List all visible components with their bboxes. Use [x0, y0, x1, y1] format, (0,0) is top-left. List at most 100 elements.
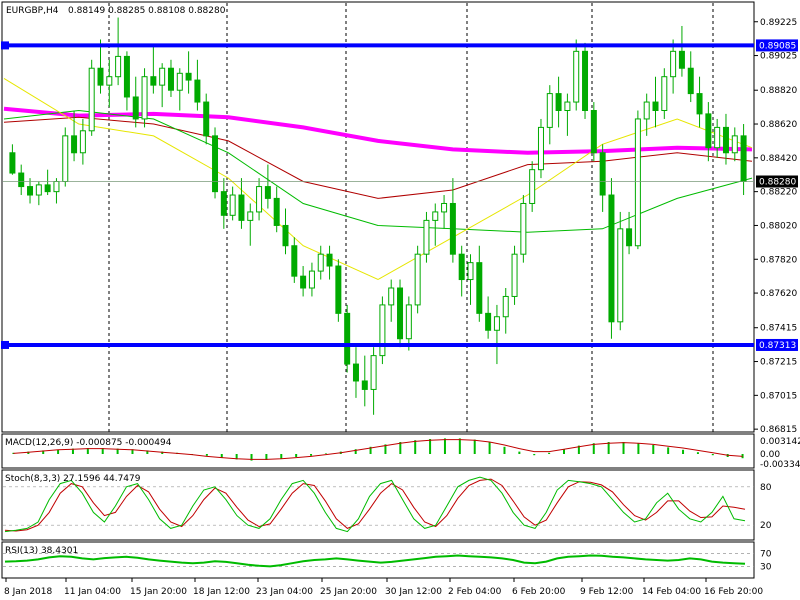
- candle-body: [678, 50, 685, 69]
- candle-body: [405, 304, 412, 340]
- candle-body: [97, 67, 104, 86]
- candle-body: [529, 169, 536, 204]
- candle-body: [449, 202, 456, 255]
- candle-body: [740, 135, 747, 183]
- price-tick-label: 0.88220: [760, 188, 797, 198]
- candle-body: [194, 79, 201, 103]
- price-label-text: 0.87313: [759, 341, 796, 351]
- stoch-series: 80 20: [3, 476, 772, 533]
- macd-axis-label: 0.00: [760, 450, 780, 460]
- time-axis: 8 Jan 2018 11 Jan 04:00 15 Jan 20:00 18 Jan…: [4, 578, 763, 597]
- candle-body: [476, 262, 483, 314]
- candle-body: [88, 67, 95, 132]
- candle-body: [643, 101, 650, 120]
- stoch-signal-line: [4, 478, 746, 532]
- time-tick-label: 2 Feb 04:00: [448, 587, 502, 597]
- candle-body: [722, 126, 729, 154]
- time-tick-label: 8 Jan 2018: [4, 587, 52, 597]
- candle-body: [132, 96, 139, 120]
- candle-body: [379, 304, 386, 357]
- candle-body: [670, 50, 677, 78]
- candle-body: [714, 126, 721, 149]
- time-tick-label: 30 Jan 12:00: [385, 587, 442, 597]
- candle-body: [687, 67, 694, 95]
- time-tick-label: 14 Feb 04:00: [642, 587, 701, 597]
- price-tick-label: 0.88020: [760, 221, 797, 231]
- candle-body: [150, 76, 157, 86]
- candle-body: [617, 228, 624, 323]
- price-tick-label: 0.88820: [760, 86, 797, 96]
- candle-body: [361, 380, 368, 390]
- candle-body: [115, 55, 122, 78]
- time-tick-label: 16 Feb 20:00: [704, 587, 763, 597]
- chart-ohlc-label: 0.88149 0.88285 0.88108 0.88280: [68, 6, 226, 16]
- candle-body: [520, 202, 527, 255]
- candle-body: [731, 135, 738, 154]
- time-tick-label: 15 Jan 20:00: [130, 587, 187, 597]
- candle-body: [238, 194, 245, 221]
- level-lines: [1, 41, 754, 349]
- candle-body: [264, 186, 271, 199]
- candle-body: [458, 253, 465, 281]
- macd-axis-label: -0.003344: [760, 460, 800, 470]
- price-tick-label: 0.87215: [760, 358, 797, 368]
- candle-body: [335, 265, 342, 314]
- candlestick-series: [9, 17, 747, 415]
- stoch-main-line: [4, 476, 746, 533]
- candle-body: [573, 50, 580, 103]
- candle-body: [300, 275, 307, 289]
- candle-body: [493, 316, 500, 331]
- level-line-handle: [1, 340, 9, 349]
- candle-body: [27, 186, 34, 196]
- candle-body: [141, 76, 148, 120]
- candle-body: [414, 253, 421, 306]
- candle-body: [203, 101, 210, 137]
- moving-average-line: [3, 109, 753, 233]
- price-tick-label: 0.87415: [760, 324, 797, 334]
- price-tick-label: 0.86815: [760, 425, 797, 435]
- candle-body: [397, 287, 404, 340]
- macd-axis-label: 0.003142: [760, 437, 800, 447]
- moving-average-line: [3, 116, 753, 199]
- candle-body: [282, 224, 289, 247]
- moving-average-line: [3, 77, 753, 281]
- rsi-panel: [1, 541, 755, 579]
- candle-body: [634, 118, 641, 247]
- candle-body: [79, 130, 86, 154]
- time-tick-label: 6 Feb 20:00: [512, 587, 566, 597]
- candle-body: [18, 172, 25, 188]
- candle-body: [432, 211, 439, 221]
- rsi-axis-label: 70: [760, 550, 772, 560]
- candle-body: [273, 197, 280, 226]
- candle-body: [352, 363, 359, 382]
- price-label-text: 0.89085: [759, 41, 796, 51]
- stoch-axis-label: 80: [760, 483, 772, 493]
- price-tick-label: 0.88420: [760, 154, 797, 164]
- candle-body: [106, 76, 113, 86]
- price-tick-label: 0.89025: [760, 52, 797, 62]
- price-label-box: [756, 338, 798, 351]
- candle-body: [291, 245, 298, 277]
- level-line-handle: [1, 41, 9, 50]
- candle-body: [555, 93, 562, 111]
- candle-body: [44, 184, 51, 193]
- time-tick-label: 18 Jan 12:00: [193, 587, 250, 597]
- candle-body: [167, 67, 174, 91]
- macd-signal-line: [13, 439, 743, 460]
- candle-body: [537, 126, 544, 171]
- candle-body: [53, 181, 60, 193]
- price-tick-label: 0.89225: [760, 18, 797, 28]
- candle-body: [256, 186, 263, 213]
- price-tick-label: 0.87015: [760, 391, 797, 401]
- candle-body: [35, 184, 42, 196]
- candle-body: [326, 253, 333, 267]
- price-axis: 0.89225 0.89025 0.88820 0.88620 0.88420 0.882…: [754, 18, 798, 435]
- candle-body: [590, 110, 597, 154]
- stoch-label: Stoch(8,3,3) 27.1596 44.7479: [5, 474, 141, 484]
- main-plot-frame: [1, 1, 755, 433]
- price-tick-label: 0.87620: [760, 289, 797, 299]
- candle-body: [229, 194, 236, 216]
- candle-body: [220, 191, 227, 216]
- candle-body: [546, 93, 553, 128]
- stoch-axis-label: 20: [760, 521, 772, 531]
